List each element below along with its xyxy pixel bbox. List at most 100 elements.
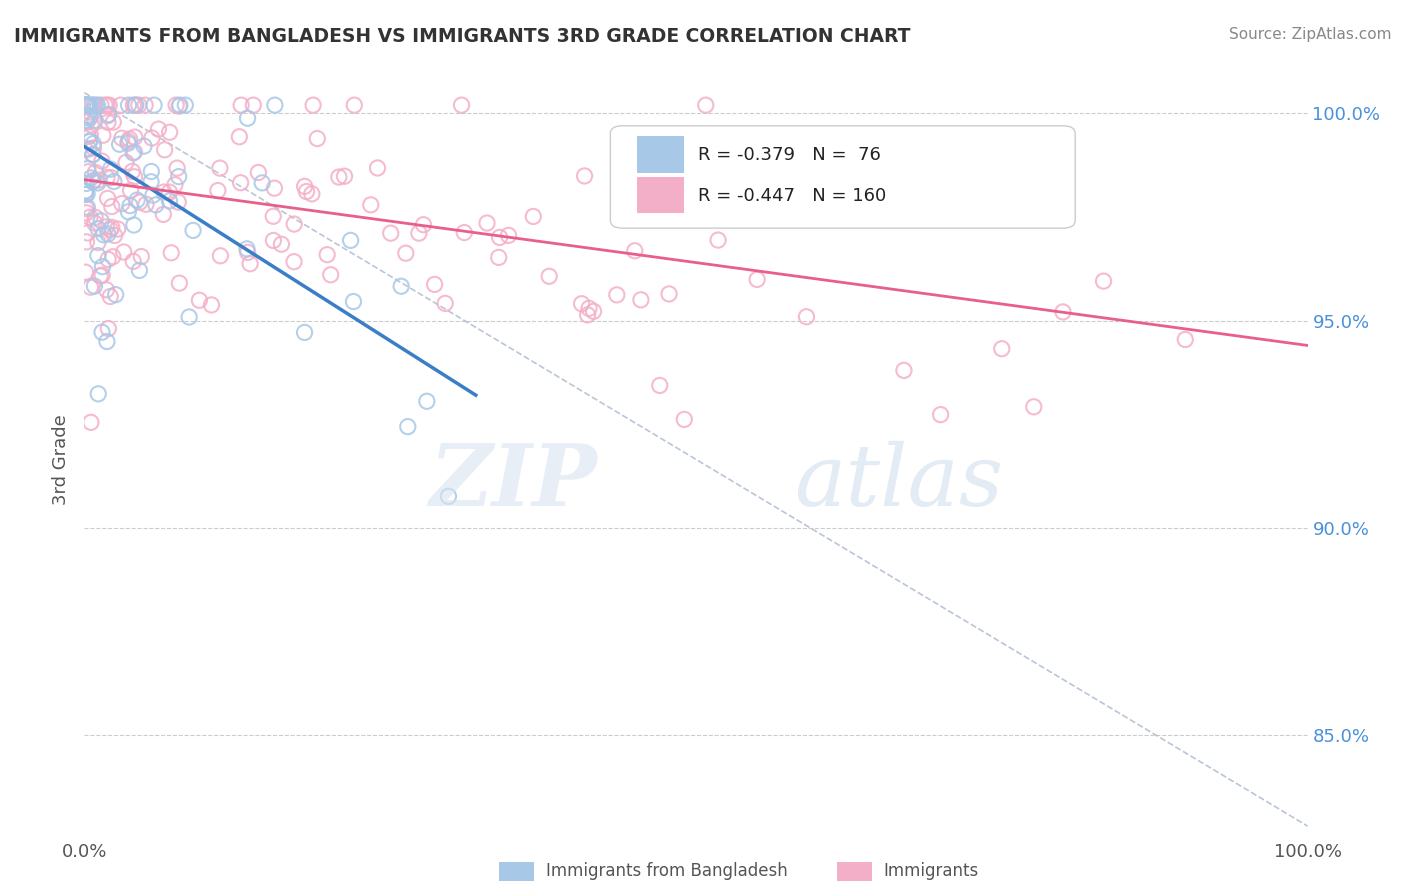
Point [301,186,323,201]
Point [79,110,101,124]
Point [450,98,472,112]
Point [82,175,104,189]
Point [98,289,121,303]
Point [79,105,101,120]
Point [97,191,120,205]
Point [188,293,211,308]
Point [1174,333,1197,347]
Point [87,173,110,187]
Point [75,177,97,191]
Text: IMMIGRANTS FROM BANGLADESH VS IMMIGRANTS 3RD GRADE CORRELATION CHART: IMMIGRANTS FROM BANGLADESH VS IMMIGRANTS… [14,27,911,45]
Point [658,287,681,301]
Point [167,195,190,210]
Point [122,98,145,112]
Point [80,118,103,132]
Point [96,219,118,234]
Point [316,247,339,261]
Point [79,98,101,112]
Point [75,265,97,279]
Point [159,194,181,208]
Point [142,188,165,202]
Point [76,115,98,129]
Point [83,141,105,155]
Point [333,169,356,184]
Point [84,113,107,128]
Point [120,183,142,197]
Point [522,210,544,224]
Point [96,334,118,349]
Point [122,145,145,160]
Point [76,161,98,176]
Point [262,209,284,223]
Point [103,115,125,129]
Point [76,186,98,201]
Point [79,110,101,124]
Point [100,162,122,177]
Point [166,161,188,175]
Point [380,226,402,240]
Point [128,98,150,112]
Point [117,204,139,219]
Point [90,214,112,228]
Point [77,98,100,112]
Point [80,98,103,112]
Point [134,98,156,112]
Point [112,244,135,259]
Point [76,108,98,122]
Point [75,98,97,112]
Point [107,222,129,236]
Point [76,235,98,249]
Point [231,98,253,112]
Point [82,147,104,161]
Point [75,98,97,112]
Point [153,185,176,199]
Point [127,193,149,207]
Point [84,165,107,179]
Point [787,181,810,195]
Point [423,277,446,292]
Point [76,226,98,240]
Point [82,98,104,112]
Point [132,139,155,153]
Point [242,98,264,112]
Point [97,321,120,335]
Point [83,173,105,187]
Point [104,287,127,301]
Point [101,250,124,264]
Point [76,98,98,112]
Point [262,234,284,248]
Point [118,199,141,213]
Point [124,145,146,159]
Point [75,113,97,128]
Point [412,218,434,232]
Point [209,249,232,263]
Point [84,98,107,112]
Point [179,310,201,324]
Point [77,129,100,144]
Point [630,293,652,307]
Point [145,198,167,212]
Point [606,288,628,302]
Point [342,294,364,309]
Point [283,217,305,231]
Point [111,196,134,211]
Point [83,216,105,230]
Point [79,211,101,225]
Point [389,279,412,293]
Text: R = -0.447   N = 160: R = -0.447 N = 160 [699,186,887,204]
Point [122,218,145,232]
Point [76,111,98,125]
Point [700,157,723,171]
Point [96,170,118,185]
Point [87,249,110,263]
Point [76,98,98,112]
Point [169,98,191,112]
Point [263,181,285,195]
Bar [637,136,683,173]
Point [295,185,318,199]
Y-axis label: 3rd Grade: 3rd Grade [52,414,70,505]
Point [574,169,596,183]
Point [396,419,419,434]
Point [87,387,110,401]
Point [571,296,593,310]
